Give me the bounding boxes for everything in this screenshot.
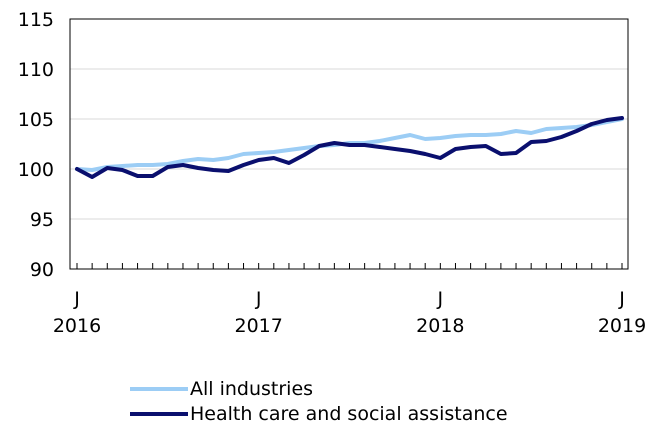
x-tick-label-month: J	[618, 288, 625, 310]
series-lines	[75, 116, 624, 179]
y-tick-label: 100	[18, 159, 54, 181]
y-tick-label: 105	[18, 109, 54, 131]
y-tick-label: 90	[30, 259, 54, 281]
x-tick-label-year: 2017	[234, 315, 282, 337]
y-tick-label: 110	[18, 59, 54, 81]
gridlines	[70, 18, 628, 220]
legend-item-health-care: Health care and social assistance	[130, 401, 508, 426]
y-tick-labels: 90 95 100 105 110 115	[18, 9, 54, 281]
legend: All industries Health care and social as…	[130, 376, 508, 426]
legend-label: All industries	[190, 377, 314, 400]
series-line-health-care	[75, 116, 624, 179]
x-tick-label-year: 2018	[416, 315, 464, 337]
x-tick-label-month: J	[255, 288, 262, 310]
legend-item-all-industries: All industries	[130, 376, 508, 401]
x-tick-label-month: J	[73, 288, 80, 310]
legend-label: Health care and social assistance	[190, 402, 508, 425]
axes	[69, 18, 629, 270]
y-tick-label: 115	[18, 9, 54, 31]
x-tick-label-year: 2016	[53, 315, 101, 337]
legend-swatch-all-industries	[130, 386, 188, 391]
x-tick-label-month: J	[437, 288, 444, 310]
legend-swatch-health-care	[130, 411, 188, 416]
x-tick-label-year: 2019	[598, 315, 646, 337]
x-tick-labels: J 2016 J 2017 J 2018 J 2019	[53, 288, 646, 337]
y-tick-label: 95	[30, 209, 54, 231]
line-chart: 90 95 100 105 110 115 J 2016 J 2017 J 2018 J 2019	[18, 9, 646, 337]
